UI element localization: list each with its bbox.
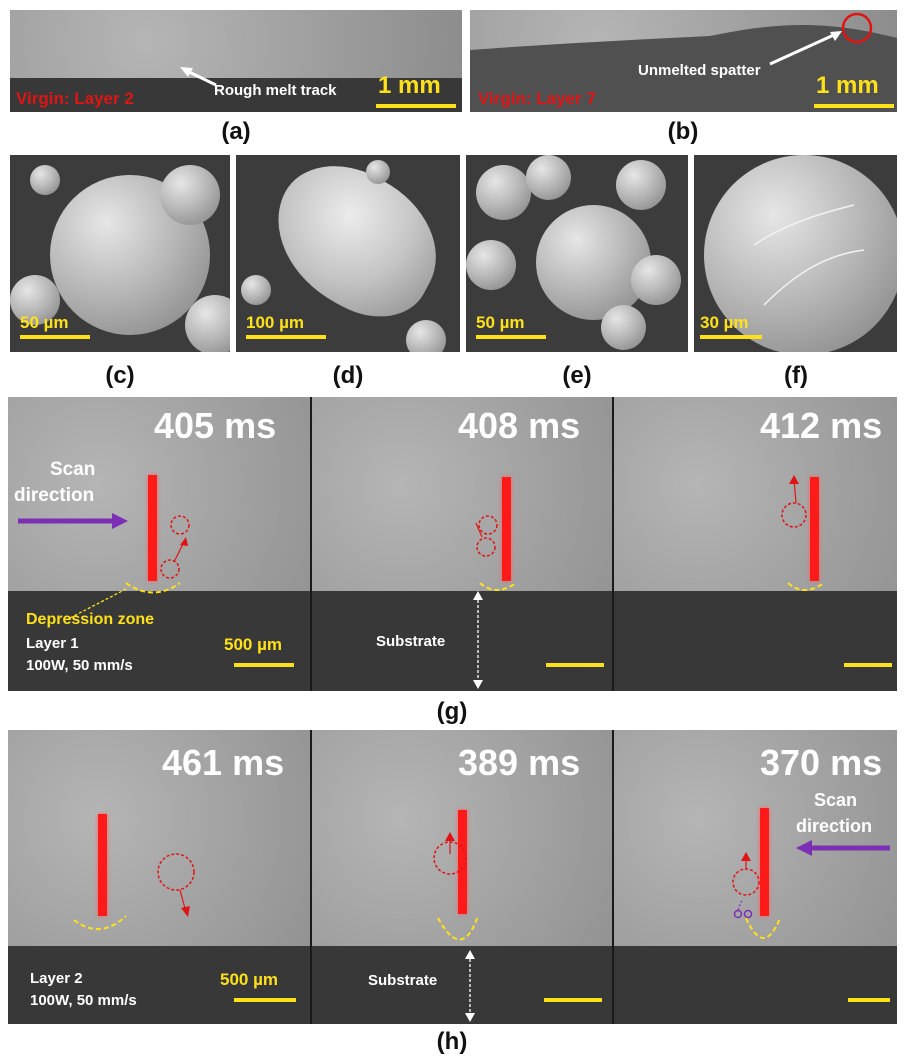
scale-label-f: 30 µm xyxy=(700,313,749,332)
sem-image-c: 50 µm xyxy=(10,155,230,352)
scale-label-h: 500 µm xyxy=(220,970,278,989)
time-g1: 405 ms xyxy=(154,405,277,446)
annotations-g2 xyxy=(473,515,517,689)
frame-g2: 408 ms Substrate xyxy=(312,397,612,691)
scale-bar-h3 xyxy=(848,998,890,1002)
scale-bar-e xyxy=(476,335,546,339)
scale-label-g: 500 µm xyxy=(224,635,282,654)
time-h3: 370 ms xyxy=(760,742,883,783)
scan-direction-line1-h: Scan xyxy=(814,790,858,810)
time-h2: 389 ms xyxy=(458,742,581,783)
frame-h3: 370 ms Scan direction xyxy=(614,730,897,1024)
scale-bar-c xyxy=(20,335,90,339)
tag-virgin-layer-2: Virgin: Layer 2 xyxy=(16,89,134,108)
scale-bar-b xyxy=(814,104,894,108)
laser-beam-h1 xyxy=(98,814,107,916)
scan-direction-line2-g: direction xyxy=(14,485,95,506)
figure-label-c: (c) xyxy=(105,362,135,389)
scale-label-b: 1 mm xyxy=(816,72,879,99)
crack-lines xyxy=(753,204,865,306)
laser-beam-h2 xyxy=(458,810,467,914)
xray-image-b: Virgin: Layer 7 Unmelted spatter 1 mm xyxy=(470,10,897,112)
laser-beam-g1 xyxy=(148,475,157,581)
figure-label-h: (h) xyxy=(436,1028,468,1055)
figure-label-b: (b) xyxy=(667,118,699,145)
unmelted-spatter-label: Unmelted spatter xyxy=(638,62,761,79)
depression-zone-label: Depression zone xyxy=(26,611,155,628)
scale-bar-f xyxy=(700,335,762,339)
figure-label-g: (g) xyxy=(436,698,468,725)
params-label-g: 100W, 50 mm/s xyxy=(26,657,133,674)
frame-g1: 405 ms Scan direction Depression zone La… xyxy=(8,397,310,691)
sem-image-d: 100 µm xyxy=(236,155,460,352)
spatter-circle xyxy=(841,12,873,44)
figure-label-e: (e) xyxy=(562,362,592,389)
annotations-h2 xyxy=(433,832,479,1022)
annotations-g1 xyxy=(18,513,190,620)
substrate-label-g: Substrate xyxy=(376,633,446,650)
scale-label-e: 50 µm xyxy=(476,313,525,332)
figure-label-a: (a) xyxy=(221,118,251,145)
params-label-h: 100W, 50 mm/s xyxy=(30,992,137,1009)
rough-melt-track-label: Rough melt track xyxy=(214,82,337,99)
sem-image-f: 30 µm xyxy=(694,155,897,352)
scale-bar-g2 xyxy=(546,663,604,667)
laser-beam-g3 xyxy=(810,477,819,581)
scale-bar-h1 xyxy=(234,998,296,1002)
time-g2: 408 ms xyxy=(458,405,581,446)
annotations-g3 xyxy=(781,475,825,591)
layer-label-h: Layer 2 xyxy=(30,970,83,987)
figure-label-d: (d) xyxy=(332,362,364,389)
xray-sequence-h: 461 ms Layer 2 100W, 50 mm/s 500 µm 389 … xyxy=(8,730,897,1024)
xray-sequence-g: 405 ms Scan direction Depression zone La… xyxy=(8,397,897,691)
scan-direction-line1-g: Scan xyxy=(50,459,96,480)
substrate-label-h: Substrate xyxy=(368,972,438,989)
scale-bar-d xyxy=(246,335,326,339)
frame-h1: 461 ms Layer 2 100W, 50 mm/s 500 µm xyxy=(8,730,310,1024)
layer-surface xyxy=(470,12,897,112)
tag-virgin-layer-7: Virgin: Layer 7 xyxy=(478,89,596,108)
laser-beam-h3 xyxy=(760,808,769,916)
arrow-icon xyxy=(180,67,217,87)
sem-image-e: 50 µm xyxy=(466,155,688,352)
figure-label-f: (f) xyxy=(784,362,808,389)
layer-label-g: Layer 1 xyxy=(26,635,79,652)
annotations-h3 xyxy=(732,840,890,939)
scale-bar-g1 xyxy=(234,663,294,667)
scale-label-d: 100 µm xyxy=(246,313,304,332)
laser-beam-g2 xyxy=(502,477,511,581)
annotations-h1 xyxy=(73,853,195,930)
scale-label-a: 1 mm xyxy=(378,72,441,99)
frame-h2: 389 ms Substrate xyxy=(312,730,612,1024)
scale-bar-a xyxy=(376,104,456,108)
scale-label-c: 50 µm xyxy=(20,313,69,332)
time-h1: 461 ms xyxy=(162,742,285,783)
scale-bar-h2 xyxy=(544,998,602,1002)
scale-bar-g3 xyxy=(844,663,892,667)
scan-direction-line2-h: direction xyxy=(796,816,873,836)
xray-image-a: Virgin: Layer 2 Rough melt track 1 mm xyxy=(10,10,462,112)
frame-g3: 412 ms xyxy=(614,397,897,691)
time-g3: 412 ms xyxy=(760,405,883,446)
